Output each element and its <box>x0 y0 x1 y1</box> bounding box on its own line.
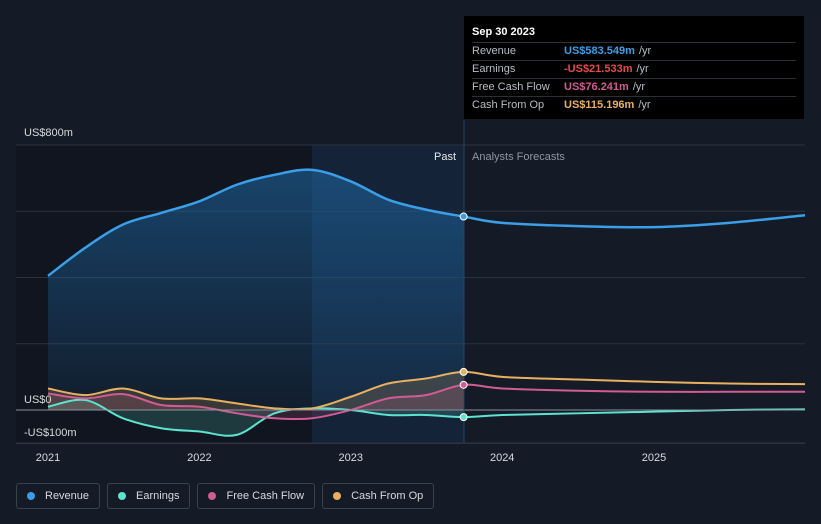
series-marker-free-cash-flow <box>459 380 468 389</box>
tooltip-unit: /yr <box>636 63 649 75</box>
tooltip-value: -US$21.533m <box>564 63 633 75</box>
tooltip-label: Earnings <box>472 63 516 75</box>
legend-label: Earnings <box>136 490 180 502</box>
tooltip-row-cash-from-op: Cash From Op US$115.196m /yr <box>472 96 796 114</box>
tooltip-label: Cash From Op <box>472 99 545 111</box>
tooltip-date: Sep 30 2023 <box>472 26 535 38</box>
tooltip-value: US$583.549m <box>564 45 635 57</box>
x-tick-label: 2022 <box>187 452 211 464</box>
x-tick-label: 2025 <box>642 452 666 464</box>
legend-dot-icon <box>118 492 127 500</box>
legend-item-revenue[interactable]: Revenue <box>16 483 101 509</box>
legend-label: Cash From Op <box>351 490 424 502</box>
tooltip-row-revenue: Revenue US$583.549m /yr <box>472 42 796 60</box>
series-area-free-cash-flow <box>48 384 464 420</box>
y-tick-bottom: -US$100m <box>24 427 77 439</box>
legend-dot-icon <box>208 492 217 500</box>
tooltip-unit: /yr <box>638 45 652 57</box>
x-tick-label: 2024 <box>490 452 514 464</box>
legend-item-earnings[interactable]: Earnings <box>107 483 191 509</box>
series-line-cash-from-op <box>47 370 806 411</box>
y-tick-zero: US$0 <box>24 394 52 406</box>
legend-dot-icon <box>333 492 342 500</box>
tooltip-row-earnings: Earnings -US$21.533m /yr <box>472 60 796 78</box>
chart-legend: Revenue Earnings Free Cash Flow Cash Fro… <box>16 483 435 509</box>
tooltip-value: US$115.196m <box>564 99 635 111</box>
past-label: Past <box>434 151 456 163</box>
tooltip-label: Revenue <box>472 45 517 57</box>
series-area-earnings <box>48 399 464 436</box>
x-tick-label: 2021 <box>36 452 60 464</box>
tooltip-row-free-cash-flow: Free Cash Flow US$76.241m /yr <box>472 78 796 96</box>
tooltip-value: US$76.241m <box>564 81 629 93</box>
tooltip-label: Free Cash Flow <box>472 81 550 93</box>
series-marker-earnings <box>459 413 468 422</box>
series-area-revenue <box>48 169 464 410</box>
tooltip-unit: /yr <box>638 99 651 111</box>
legend-item-cash-from-op[interactable]: Cash From Op <box>322 483 435 509</box>
series-line-free-cash-flow <box>47 383 805 421</box>
legend-item-free-cash-flow[interactable]: Free Cash Flow <box>197 483 316 509</box>
data-tooltip: Sep 30 2023 Revenue US$583.549m /yr Earn… <box>464 16 804 119</box>
series-line-revenue <box>47 168 806 277</box>
series-area-cash-from-op <box>48 371 464 410</box>
legend-label: Free Cash Flow <box>226 490 305 502</box>
x-tick-label: 2023 <box>339 452 363 464</box>
forecast-label: Analysts Forecasts <box>472 151 565 163</box>
series-marker-revenue <box>459 212 468 221</box>
series-marker-cash-from-op <box>459 367 468 376</box>
legend-label: Revenue <box>45 490 90 502</box>
y-tick-top: US$800m <box>24 127 73 139</box>
legend-dot-icon <box>27 492 35 500</box>
tooltip-unit: /yr <box>632 81 646 93</box>
